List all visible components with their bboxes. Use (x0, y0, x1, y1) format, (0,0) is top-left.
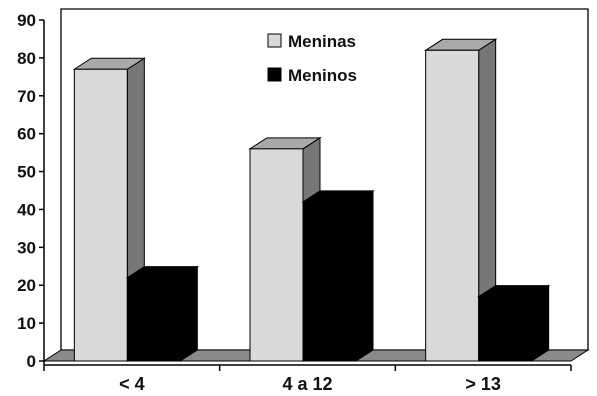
y-tick-label: 10 (17, 314, 36, 333)
x-tick-label: > 13 (465, 374, 501, 394)
bar (125, 265, 200, 362)
y-tick-label: 50 (17, 163, 36, 182)
bar (476, 284, 551, 362)
bar-front (425, 49, 480, 362)
y-tick-label: 80 (17, 49, 36, 68)
bar-front (302, 201, 357, 362)
bar-front (478, 296, 533, 362)
legend-label-meninos: Meninos (288, 66, 357, 85)
x-axis: < 4 4 a 12 > 13 (43, 364, 572, 394)
y-axis: 0 10 20 30 40 50 60 70 80 90 (17, 11, 45, 371)
x-tick-group: < 4 4 a 12 > 13 (43, 365, 572, 394)
y-tick-label: 70 (17, 87, 36, 106)
bar (423, 38, 498, 362)
y-tick-label: 30 (17, 238, 36, 257)
bar-group (72, 38, 551, 362)
y-tick-label: 40 (17, 200, 36, 219)
y-tick-label: 90 (17, 11, 36, 30)
bar-front (73, 68, 128, 362)
y-tick-label: 60 (17, 125, 36, 144)
legend: Meninas Meninos (267, 32, 357, 85)
bar-front (249, 148, 304, 362)
y-tick-group: 0 10 20 30 40 50 60 70 80 90 (17, 11, 44, 371)
bar (301, 189, 375, 362)
bar-side (355, 189, 374, 362)
x-tick-label: 4 a 12 (282, 374, 332, 394)
legend-label-meninas: Meninas (288, 32, 356, 51)
x-tick-label: < 4 (119, 374, 145, 394)
bar-front (126, 277, 181, 362)
y-tick-label: 20 (17, 276, 36, 295)
legend-swatch-meninos (267, 67, 282, 82)
legend-swatch-meninas (267, 33, 282, 48)
y-tick-label: 0 (27, 352, 36, 371)
bar-side (531, 284, 550, 362)
bar-side (179, 265, 198, 362)
